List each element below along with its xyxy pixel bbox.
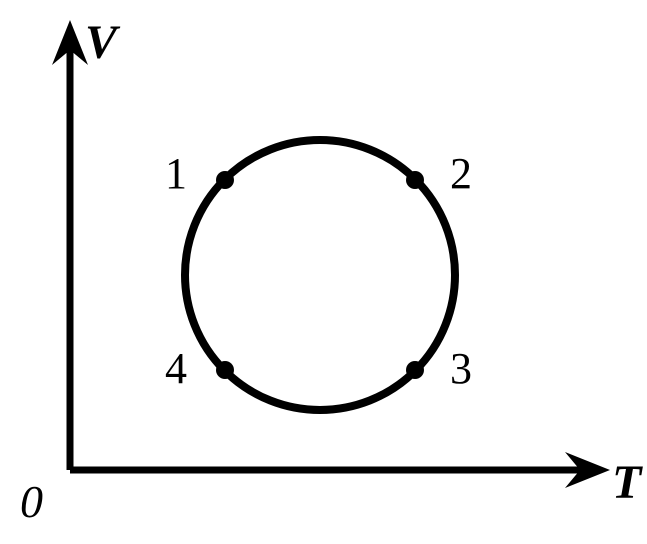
point-1-dot: [216, 171, 234, 189]
x-axis-label: T: [612, 455, 641, 510]
point-3-dot: [406, 361, 424, 379]
point-2-label: 2: [450, 148, 472, 199]
point-3-label: 3: [450, 343, 472, 394]
vt-diagram: V T 0 1 2 3 4: [0, 0, 647, 539]
point-4-dot: [216, 361, 234, 379]
origin-label: 0: [20, 475, 43, 528]
point-2-dot: [406, 171, 424, 189]
point-1-label: 1: [165, 148, 187, 199]
point-4-label: 4: [165, 343, 187, 394]
y-axis-label: V: [85, 15, 117, 70]
diagram-svg: [0, 0, 647, 539]
